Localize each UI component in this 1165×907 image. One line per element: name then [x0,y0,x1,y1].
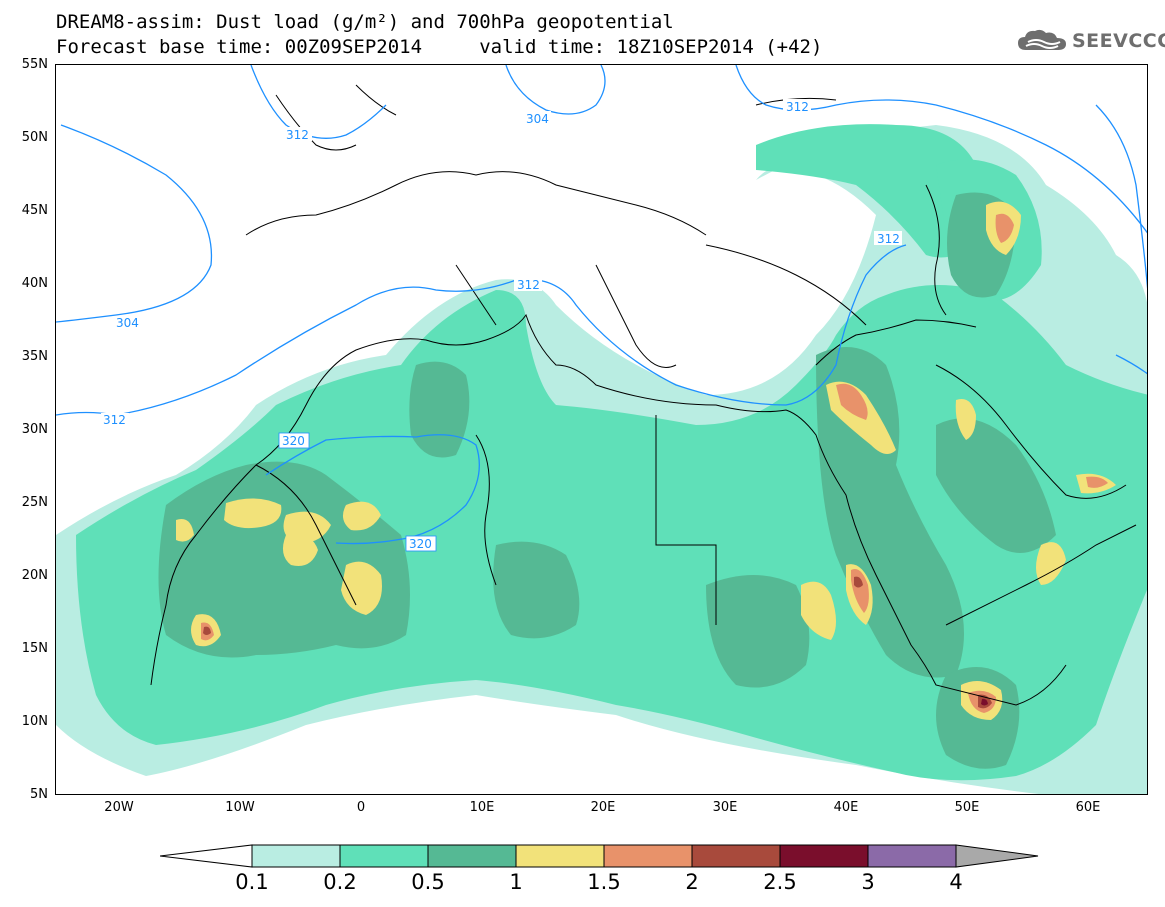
lat-label-40n: 40N [21,276,48,291]
dust-colorbar [160,844,1039,868]
colorbar-swatch [515,844,605,868]
lat-label-20n: 20N [21,568,48,583]
contour-label: 312 [786,100,809,114]
colorbar-label: 2 [685,870,699,894]
colorbar-low-arrow [160,844,253,868]
colorbar-label: 3 [861,870,875,894]
lat-label-25n: 25N [21,495,48,510]
lon-label-40e: 40E [833,800,859,815]
dust-level-7 [981,698,988,706]
colorbar-label: 2.5 [763,870,797,894]
map-title: DREAM8-assim: Dust load (g/m²) and 700hP… [56,11,674,33]
lon-label-30e: 30E [712,800,738,815]
colorbar-swatch [691,844,781,868]
lat-label-35n: 35N [21,349,48,364]
contour-label: 320 [282,434,305,448]
forecast-time-line: Forecast base time: 00Z09SEP2014 valid t… [56,36,823,58]
geopotential-contours [56,65,1147,545]
dust-load-map: 312 304 312 312 304 312 320 320 312 [56,65,1147,794]
logo-text: SEEVCCC [1072,30,1165,52]
lat-label-45n: 45N [21,203,48,218]
lat-label-30n: 30N [21,422,48,437]
contour-label: 304 [526,112,549,126]
lat-label-5n: 5N [30,787,48,802]
lon-label-50e: 50E [954,800,980,815]
colorbar-swatch [251,844,341,868]
seevccc-logo: SEEVCCC [1016,28,1165,54]
lat-label-55n: 55N [21,57,48,72]
cloud-icon [1018,29,1066,50]
map-panel: 312 304 312 312 304 312 320 320 312 [55,64,1148,795]
colorbar-swatch [339,844,429,868]
colorbar-label: 0.1 [235,870,269,894]
colorbar-label: 0.2 [323,870,357,894]
colorbar-swatch [779,844,869,868]
coastlines [150,84,1137,706]
lon-label-20w: 20W [104,800,134,815]
lon-label-10w: 10W [225,800,255,815]
contour-label: 312 [877,232,900,246]
contour-label: 304 [116,316,139,330]
contour-label: 312 [286,128,309,142]
lon-label-20e: 20E [590,800,616,815]
colorbar-swatch [867,844,957,868]
contour-label: 312 [517,278,540,292]
lon-label-60e: 60E [1075,800,1101,815]
colorbar-label: 1.5 [587,870,621,894]
contour-labels: 312 304 312 312 304 312 320 320 312 [101,99,902,552]
colorbar-label: 1 [509,870,523,894]
lat-label-10n: 10N [21,714,48,729]
colorbar-swatch [603,844,693,868]
colorbar-label: 4 [949,870,963,894]
colorbar-high-arrow [955,844,1039,868]
colorbar-label: 0.5 [411,870,445,894]
lon-label-0: 0 [356,800,366,815]
contour-label: 320 [409,537,432,551]
lat-label-15n: 15N [21,641,48,656]
lat-label-50n: 50N [21,130,48,145]
lon-label-10e: 10E [469,800,495,815]
colorbar-swatch [427,844,517,868]
contour-label: 312 [103,413,126,427]
